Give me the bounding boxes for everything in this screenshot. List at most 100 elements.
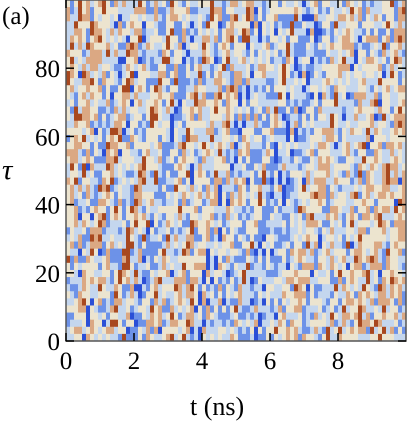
heatmap-cell	[238, 305, 243, 313]
heatmap-cells	[66, 0, 407, 342]
heatmap-cell	[118, 184, 123, 193]
heatmap-cell	[174, 21, 179, 29]
heatmap-cell	[382, 312, 387, 321]
heatmap-cell	[362, 21, 367, 29]
heatmap-cell	[182, 305, 187, 313]
heatmap-cell	[386, 163, 391, 171]
heatmap-cell	[402, 127, 407, 136]
heatmap-cell	[342, 71, 347, 79]
heatmap-cell	[350, 63, 355, 72]
heatmap-cell	[282, 21, 287, 29]
heatmap-cell	[222, 262, 227, 271]
heatmap-cell	[270, 213, 275, 221]
heatmap-cell	[374, 85, 379, 93]
heatmap-cell	[362, 277, 367, 285]
heatmap-cell	[202, 49, 207, 58]
heatmap-cell	[66, 99, 71, 107]
heatmap-cell	[298, 142, 303, 150]
heatmap-cell	[174, 191, 179, 200]
heatmap-cell	[370, 85, 375, 93]
heatmap-cell	[158, 191, 163, 200]
heatmap-cell	[206, 170, 211, 178]
heatmap-cell	[158, 248, 163, 257]
heatmap-cell	[166, 92, 171, 100]
heatmap-cell	[70, 92, 75, 100]
heatmap-cell	[274, 7, 279, 15]
heatmap-cell	[138, 262, 143, 271]
heatmap-cell	[342, 191, 347, 200]
heatmap-cell	[242, 99, 247, 107]
heatmap-cell	[134, 49, 139, 58]
heatmap-cell	[266, 177, 271, 186]
heatmap-cell	[306, 113, 311, 122]
heatmap-cell	[278, 298, 283, 306]
heatmap-cell	[310, 312, 315, 321]
heatmap-cell	[254, 106, 259, 115]
heatmap-cell	[282, 191, 287, 200]
heatmap-cell	[274, 14, 279, 22]
heatmap-cell	[206, 213, 211, 221]
heatmap-cell	[234, 213, 239, 221]
heatmap-cell	[326, 142, 331, 150]
heatmap-cell	[190, 163, 195, 171]
heatmap-cell	[194, 170, 199, 178]
heatmap-cell	[178, 220, 183, 228]
heatmap-cell	[394, 35, 399, 44]
heatmap-cell	[82, 184, 87, 193]
heatmap-cell	[238, 326, 243, 335]
heatmap-cell	[350, 206, 355, 214]
heatmap-cell	[354, 206, 359, 214]
heatmap-cell	[118, 35, 123, 44]
heatmap-cell	[126, 120, 131, 129]
heatmap-cell	[98, 92, 103, 100]
heatmap-cell	[282, 284, 287, 292]
heatmap-cell	[246, 78, 251, 86]
heatmap-cell	[202, 0, 207, 8]
heatmap-cell	[78, 298, 83, 306]
heatmap-cell	[146, 127, 151, 136]
heatmap-cell	[394, 106, 399, 115]
heatmap-cell	[302, 35, 307, 44]
heatmap-cell	[398, 227, 403, 235]
heatmap-cell	[210, 319, 215, 328]
heatmap-cell	[114, 7, 119, 15]
heatmap-cell	[302, 78, 307, 86]
heatmap-cell	[202, 42, 207, 51]
heatmap-cell	[286, 184, 291, 193]
heatmap-cell	[358, 28, 363, 36]
heatmap-cell	[94, 213, 99, 221]
heatmap-cell	[202, 234, 207, 242]
heatmap-cell	[242, 262, 247, 271]
heatmap-cell	[318, 63, 323, 72]
heatmap-cell	[126, 312, 131, 321]
heatmap-cell	[214, 277, 219, 285]
heatmap-cell	[122, 319, 127, 328]
y-tick-label: 40	[35, 193, 60, 220]
heatmap-cell	[310, 291, 315, 299]
heatmap-cell	[402, 49, 407, 58]
heatmap-cell	[186, 220, 191, 228]
heatmap-cell	[194, 142, 199, 150]
heatmap-cell	[378, 163, 383, 171]
heatmap-cell	[142, 220, 147, 228]
heatmap-cell	[302, 326, 307, 335]
heatmap-cell	[278, 42, 283, 51]
heatmap-cell	[142, 63, 147, 72]
heatmap-cell	[106, 305, 111, 313]
heatmap-cell	[186, 305, 191, 313]
heatmap-cell	[150, 85, 155, 93]
heatmap-cell	[294, 333, 299, 342]
heatmap-cell	[230, 14, 235, 22]
heatmap-cell	[154, 42, 159, 51]
heatmap-cell	[382, 163, 387, 171]
heatmap-cell	[402, 42, 407, 51]
heatmap-cell	[310, 191, 315, 200]
heatmap-cell	[306, 213, 311, 221]
heatmap-cell	[214, 206, 219, 214]
heatmap-cell	[114, 142, 119, 150]
heatmap-cell	[174, 170, 179, 178]
heatmap-cell	[334, 227, 339, 235]
heatmap-cell	[338, 28, 343, 36]
heatmap-cell	[102, 99, 107, 107]
heatmap-cell	[382, 120, 387, 129]
